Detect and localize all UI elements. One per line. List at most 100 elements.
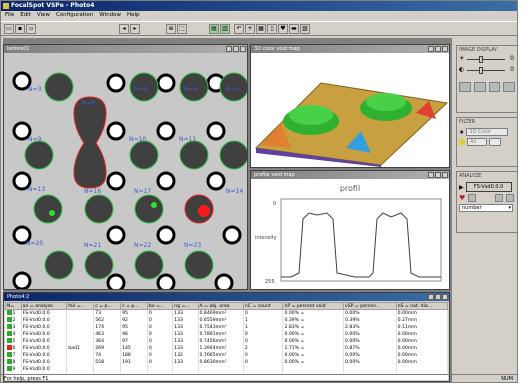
chart-icon[interactable]: ▬ — [289, 24, 299, 34]
table-cell: 2.83% — [343, 323, 397, 331]
table-cell: 0.00% = — [282, 351, 345, 359]
clipboard-icon[interactable] — [495, 194, 504, 202]
surface-window-titlebar[interactable]: 3D color void map — [251, 45, 449, 53]
profile-window[interactable]: profile void map profil intensity 0 255 — [250, 170, 450, 290]
menu-edit[interactable]: Edit — [20, 12, 31, 18]
table-row[interactable]: 6 FS-Vsd0.0.0 bad1 269 145 0 133 1.3944mm² 2 1.71… — [5, 344, 448, 352]
close-icon[interactable] — [442, 294, 448, 300]
col-header[interactable]: vSP = percen... — [343, 302, 397, 310]
filter-select-2[interactable]: All — [467, 138, 487, 146]
table-row[interactable]: 5 FS-Vsd0.0.0 364 97 0 133 0.7456mm² 0 0.00% = 0.… — [5, 337, 448, 345]
profile-window-titlebar[interactable]: profile void map — [251, 171, 449, 179]
brightness-thumb[interactable] — [479, 56, 483, 63]
table-row[interactable]: 2 FS-Vsd0.0.0 562 92 0 133 0.6559mm² 1 0.39% = 0.… — [5, 316, 448, 324]
export-icon[interactable] — [506, 194, 515, 202]
menu-view[interactable]: View — [36, 12, 50, 18]
grid-icon[interactable]: ▦ — [256, 24, 266, 34]
display-button[interactable] — [473, 82, 486, 92]
col-header[interactable]: N= — [5, 302, 22, 310]
col-header[interactable]: A = obj. area — [197, 302, 244, 310]
maximize-icon[interactable] — [435, 46, 441, 52]
col-header[interactable]: an = analyze — [20, 302, 68, 310]
select-icon[interactable]: ⬚ — [177, 24, 187, 34]
table-cell: FS-Vsd0.0.0 — [21, 309, 68, 317]
prev-icon[interactable]: ◂ — [119, 24, 129, 34]
heart-icon[interactable]: ♥ — [278, 24, 288, 34]
results-window[interactable]: Photo4:2 N= an = analyze fail =... c = p… — [3, 292, 450, 382]
sort-select[interactable]: number ▾ — [459, 204, 513, 212]
profile-plot[interactable]: profil intensity 0 255 — [251, 179, 449, 289]
next-icon[interactable]: ▸ — [130, 24, 140, 34]
maximize-icon[interactable] — [435, 172, 441, 178]
layout2-icon[interactable]: ▥ — [220, 24, 230, 34]
minimize-icon[interactable] — [428, 294, 434, 300]
table-cell: 74 — [93, 351, 122, 359]
table-cell: FS-Vsd0.0.0 — [21, 351, 68, 359]
menu-help[interactable]: Help — [126, 12, 140, 18]
table-row[interactable]: 4 FS-Vsd0.0.0 463 96 0 133 0.7891mm² 0 0.00% = 0.… — [5, 330, 448, 338]
table-cell: 463 — [93, 330, 122, 338]
layout-icon[interactable]: ▤ — [209, 24, 219, 34]
list-icon[interactable] — [468, 194, 477, 202]
undo-icon[interactable]: ↶ — [234, 24, 244, 34]
profile-ylabel: intensity — [255, 235, 277, 241]
menu-configuration[interactable]: Configuration — [55, 12, 94, 18]
brightness-slider[interactable] — [467, 59, 505, 60]
contrast-thumb[interactable] — [479, 67, 483, 74]
results-window-titlebar[interactable]: Photo4:2 — [4, 293, 449, 301]
table-cell — [120, 365, 148, 373]
col-header[interactable]: c = p... — [120, 302, 148, 310]
table-row[interactable]: 9 FS-Vsd0.0.0 — [5, 365, 448, 373]
display-buttons — [459, 82, 515, 92]
image-icon[interactable]: ▧ — [300, 24, 310, 34]
profile-window-title: profile void map — [254, 172, 295, 178]
image-window-titlebar[interactable]: before01 — [4, 45, 247, 53]
table-cell: 0.00% = — [282, 358, 345, 366]
col-header[interactable]: nC = count — [242, 302, 284, 310]
surface-plot[interactable] — [251, 53, 449, 167]
minimize-icon[interactable] — [428, 172, 434, 178]
display-button[interactable] — [503, 82, 515, 92]
maximize-icon[interactable] — [435, 294, 441, 300]
wafer-image[interactable]: N=3 N=5 N=4 N=2 N=6 N=9 N=10 N=11 N=13 N… — [4, 53, 247, 289]
table-row[interactable]: 1 FS-Vsd0.0.0 73 95 0 133 0.8469mm² 0 0.00% = 0.0… — [5, 309, 448, 317]
crosshair-icon[interactable]: + — [245, 24, 255, 34]
table-cell: 0.00mm — [396, 330, 448, 338]
table-cell: 0.6559mm² — [198, 316, 244, 324]
column-icon[interactable]: ▯ — [267, 24, 277, 34]
maximize-icon[interactable] — [233, 46, 239, 52]
chevron-down-icon: ▾ — [508, 205, 511, 211]
minimize-icon[interactable] — [226, 46, 232, 52]
table-cell: 133 — [172, 337, 199, 345]
surface-window[interactable]: 3D color void map — [250, 44, 450, 168]
image-window[interactable]: before01 — [3, 44, 248, 290]
save-icon[interactable]: ▪ — [15, 24, 25, 34]
col-header[interactable]: nS = nat. dia... — [395, 302, 448, 310]
results-table-container[interactable]: N= an = analyze fail =... c = p... c = p… — [5, 302, 448, 380]
table-row[interactable]: 8 FS-Vsd0.0.0 558 191 0 133 0.8630mm² 0 0.00% = 0… — [5, 358, 448, 366]
table-row[interactable]: 7 FS-Vsd0.0.0 74 188 0 132 0.7665mm² 0 0.00% = 0.… — [5, 351, 448, 359]
close-icon[interactable] — [442, 46, 448, 52]
table-cell: 0.00mm — [396, 337, 448, 345]
display-button[interactable] — [459, 82, 471, 92]
close-icon[interactable] — [442, 172, 448, 178]
col-header[interactable]: fail =... — [66, 302, 95, 310]
display-button[interactable] — [488, 82, 501, 92]
analyze-button[interactable]: FS-Vsd0.0.0 — [465, 182, 512, 192]
menu-file[interactable]: File — [5, 12, 15, 18]
print-icon[interactable]: ▫ — [26, 24, 36, 34]
contrast-slider[interactable] — [467, 70, 505, 71]
col-header[interactable]: nP = percent void — [282, 302, 345, 310]
pin-icon[interactable]: ♥ — [459, 194, 466, 202]
open-icon[interactable]: ▭ — [4, 24, 14, 34]
col-header[interactable]: ng =... — [172, 302, 199, 310]
col-header[interactable]: bo =... — [146, 302, 174, 310]
filter-select[interactable]: 3D Color — [466, 128, 509, 136]
col-header[interactable]: c = p... — [93, 302, 122, 310]
filter-value-field[interactable] — [489, 138, 501, 146]
zoom-icon[interactable]: ⊕ — [166, 24, 176, 34]
menu-window[interactable]: Window — [99, 12, 121, 18]
minimize-icon[interactable] — [428, 46, 434, 52]
close-icon[interactable] — [240, 46, 246, 52]
table-row[interactable]: 3 FS-Vsd0.0.0 174 95 0 133 0.7543mm² 1 2.83% = 2.… — [5, 323, 448, 331]
